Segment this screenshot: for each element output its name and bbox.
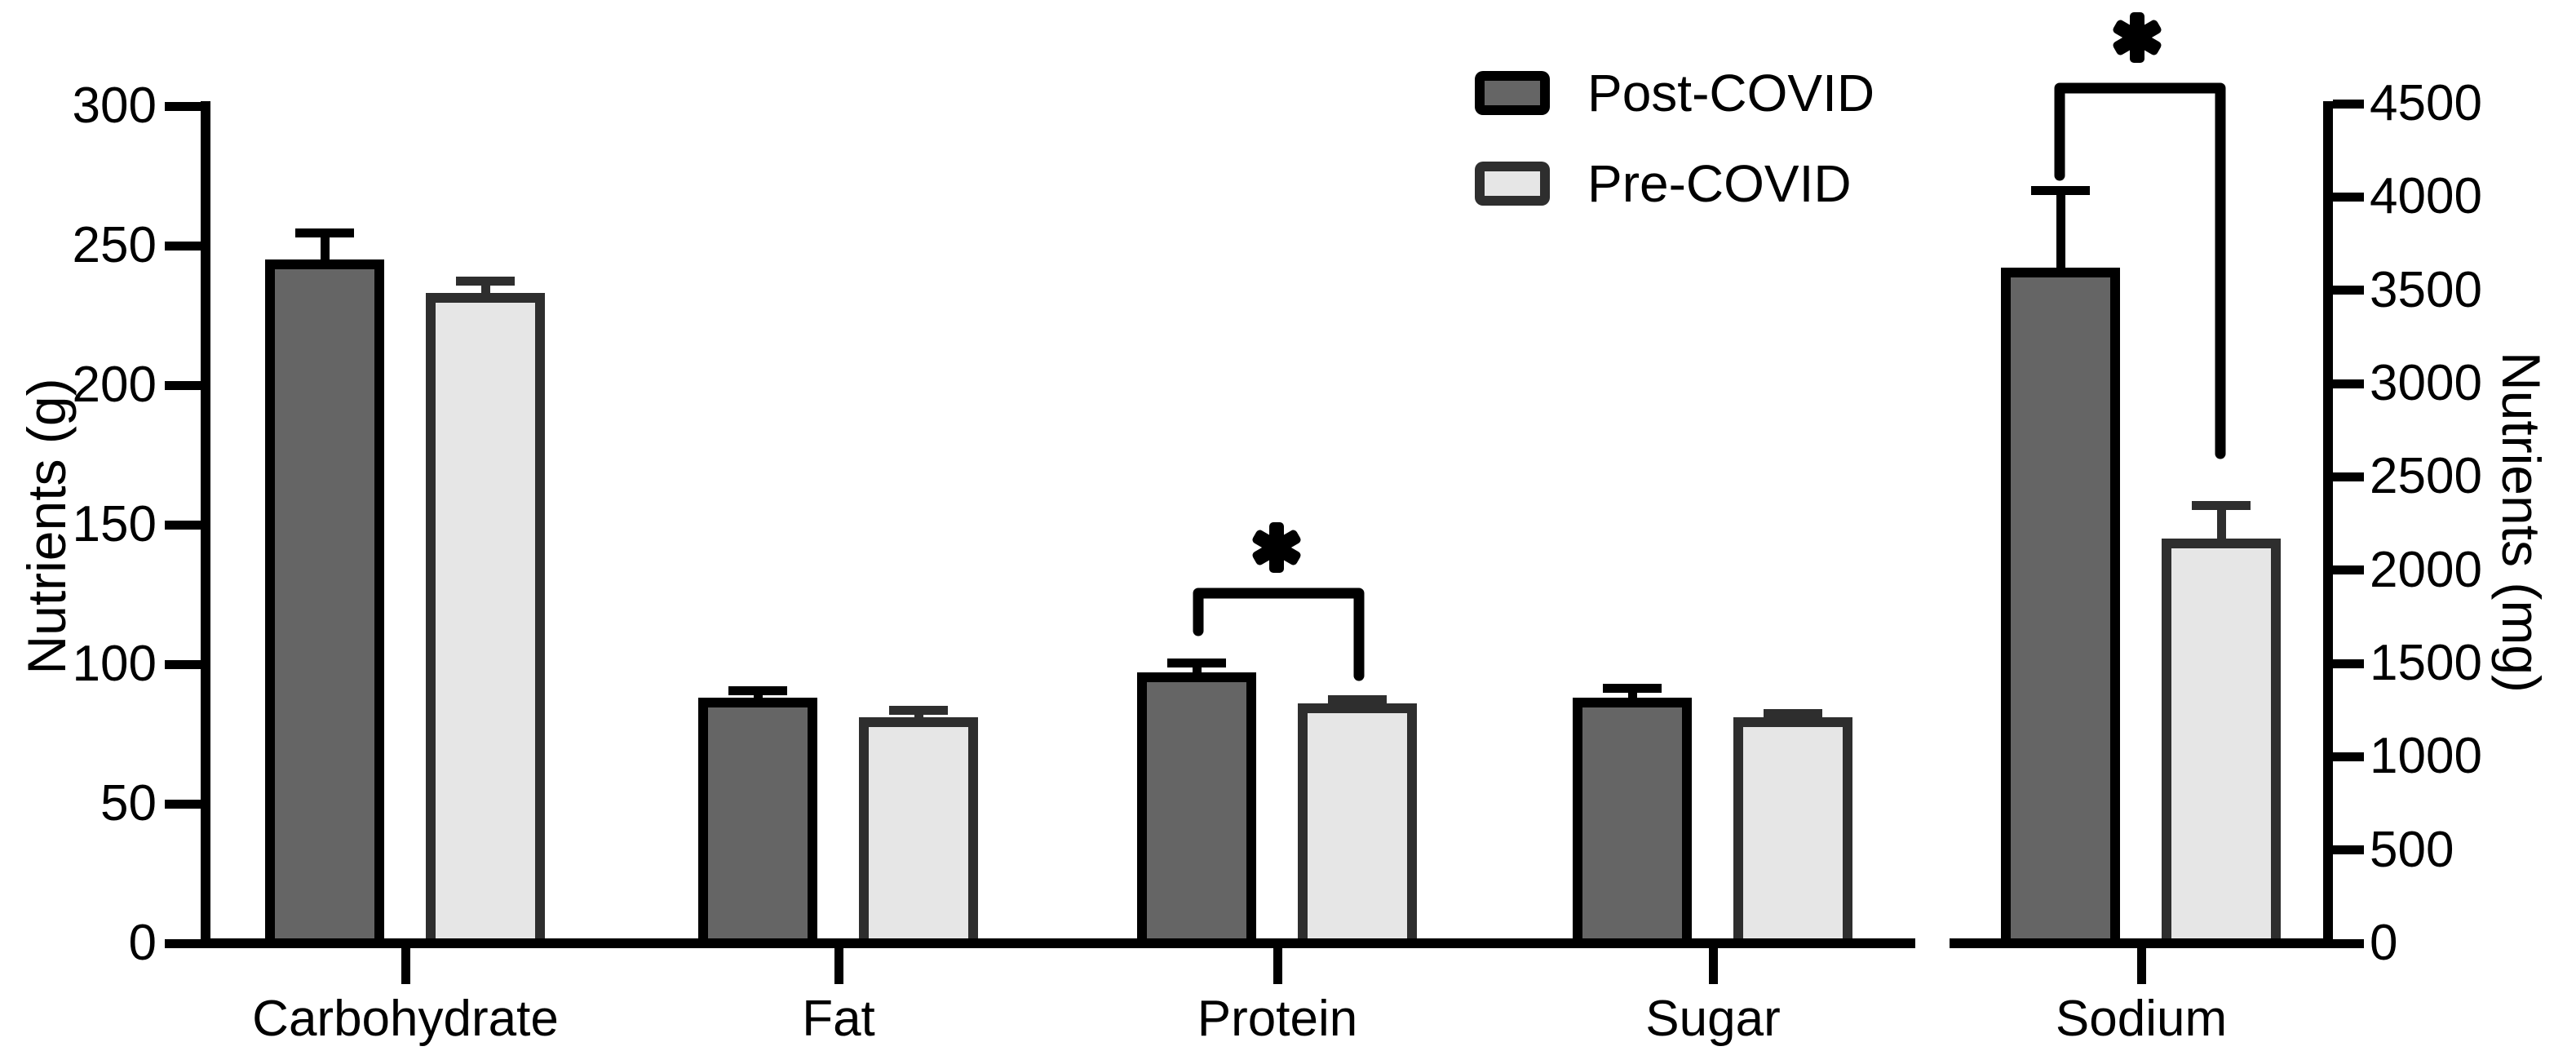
right-axis-tick <box>2333 99 2364 109</box>
category-label-sugar: Sugar <box>1645 991 1781 1047</box>
significance-asterisk-icon <box>1252 522 1301 573</box>
error-bar-cap <box>1603 683 1662 693</box>
legend-label: Pre-COVID <box>1587 154 1852 213</box>
left-axis-tick-label: 0 <box>128 915 157 971</box>
left-axis-tick-label: 150 <box>72 496 157 552</box>
right-axis-tick-label: 3000 <box>2370 355 2482 411</box>
x-axis-line-right-panel <box>1950 938 2333 948</box>
error-bar-cap <box>728 686 787 696</box>
bar-pre-covid-protein <box>1298 703 1417 947</box>
right-axis-tick <box>2333 752 2364 761</box>
error-bar-cap <box>295 228 354 238</box>
category-label-carbohydrate: Carbohydrate <box>252 991 559 1047</box>
left-axis-tick <box>165 938 201 948</box>
left-axis-tick <box>165 380 201 390</box>
right-axis-tick-label: 4000 <box>2370 168 2482 225</box>
right-axis-tick-label: 0 <box>2370 915 2398 971</box>
category-label-fat: Fat <box>802 991 875 1047</box>
right-axis-tick-label: 4500 <box>2370 75 2482 131</box>
left-axis-tick-label: 50 <box>100 775 157 831</box>
bar-post-covid-protein <box>1137 672 1256 947</box>
significance-asterisk-icon <box>2113 12 2162 63</box>
right-axis-tick <box>2333 938 2364 948</box>
left-axis-tick-label: 100 <box>72 636 157 692</box>
significance-bracket-protein <box>1193 588 1365 681</box>
right-axis-tick <box>2333 472 2364 481</box>
right-axis-tick <box>2333 845 2364 855</box>
right-axis-tick-label: 500 <box>2370 821 2454 878</box>
left-axis-tick-label: 200 <box>72 357 157 413</box>
legend-item-post-covid: Post-COVID <box>1475 67 1874 119</box>
error-bar-cap <box>1328 694 1387 704</box>
legend-swatch-icon <box>1475 71 1550 115</box>
significance-bracket-sodium <box>2054 82 2226 459</box>
legend-item-pre-covid: Pre-COVID <box>1475 157 1852 210</box>
bar-post-covid-sugar <box>1573 698 1692 947</box>
error-bar-cap <box>456 276 515 286</box>
bar-pre-covid-carbohydrate <box>426 293 545 947</box>
category-tick <box>834 948 843 984</box>
category-tick <box>1273 948 1282 984</box>
bar-pre-covid-sugar <box>1733 716 1852 947</box>
right-axis-tick <box>2333 379 2364 388</box>
error-bar-cap <box>2031 185 2090 195</box>
right-axis-tick <box>2333 286 2364 295</box>
right-axis-tick-label: 2000 <box>2370 541 2482 598</box>
right-axis-tick-label: 3500 <box>2370 261 2482 318</box>
bar-pre-covid-sodium <box>2162 538 2281 947</box>
left-axis-tick <box>165 799 201 809</box>
category-tick <box>401 948 410 984</box>
right-axis-tick-label: 1000 <box>2370 728 2482 785</box>
left-axis-tick <box>165 659 201 669</box>
right-axis-tick <box>2333 565 2364 575</box>
right-axis-tick-label: 2500 <box>2370 448 2482 505</box>
right-axis-tick <box>2333 192 2364 202</box>
legend-swatch-icon <box>1475 162 1550 206</box>
bar-post-covid-sodium <box>2001 268 2120 947</box>
error-bar-stem <box>2216 505 2226 552</box>
error-bar-cap <box>889 706 948 716</box>
category-label-sodium: Sodium <box>2055 991 2228 1047</box>
left-axis-tick <box>165 520 201 530</box>
bar-post-covid-fat <box>698 698 817 947</box>
right-y-axis-line <box>2323 101 2333 948</box>
right-axis-tick-label: 1500 <box>2370 635 2482 691</box>
category-tick <box>2136 948 2146 984</box>
left-axis-tick <box>165 241 201 251</box>
bar-pre-covid-fat <box>859 716 978 947</box>
error-bar-cap <box>2192 501 2251 511</box>
error-bar-stem <box>2056 189 2065 282</box>
bar-post-covid-carbohydrate <box>265 259 384 947</box>
left-axis-tick-label: 250 <box>72 217 157 273</box>
right-axis-tick <box>2333 659 2364 668</box>
x-axis-line-left-panel <box>201 938 1915 948</box>
category-tick <box>1708 948 1718 984</box>
error-bar-stem <box>320 233 330 274</box>
legend-label: Post-COVID <box>1587 64 1875 122</box>
left-axis-tick-label: 300 <box>72 78 157 134</box>
error-bar-cap <box>1764 708 1822 718</box>
category-label-protein: Protein <box>1197 991 1358 1047</box>
error-bar-cap <box>1167 659 1226 668</box>
left-y-axis-line <box>201 101 210 948</box>
left-axis-tick <box>165 101 201 111</box>
